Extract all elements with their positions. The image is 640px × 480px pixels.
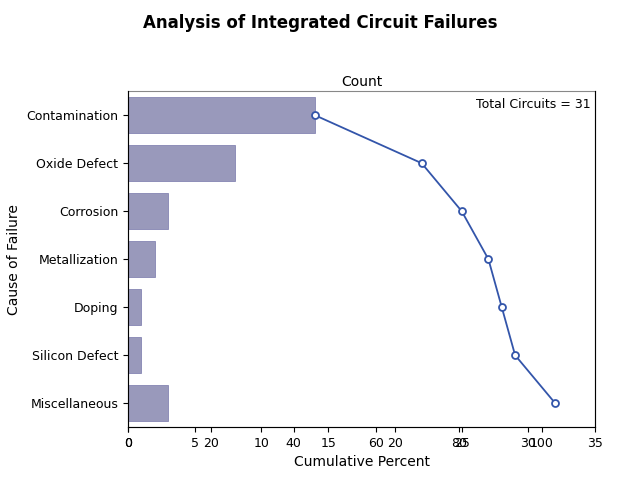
Bar: [128, 241, 155, 277]
Text: Analysis of Integrated Circuit Failures: Analysis of Integrated Circuit Failures: [143, 14, 497, 33]
Y-axis label: Cause of Failure: Cause of Failure: [7, 204, 20, 314]
Bar: [128, 145, 235, 181]
Text: Total Circuits = 31: Total Circuits = 31: [476, 98, 591, 111]
X-axis label: Count: Count: [341, 75, 382, 89]
Bar: [128, 97, 315, 133]
Bar: [128, 289, 141, 325]
Bar: [128, 385, 168, 421]
Bar: [128, 337, 141, 373]
Bar: [128, 193, 168, 229]
X-axis label: Cumulative Percent: Cumulative Percent: [294, 456, 429, 469]
